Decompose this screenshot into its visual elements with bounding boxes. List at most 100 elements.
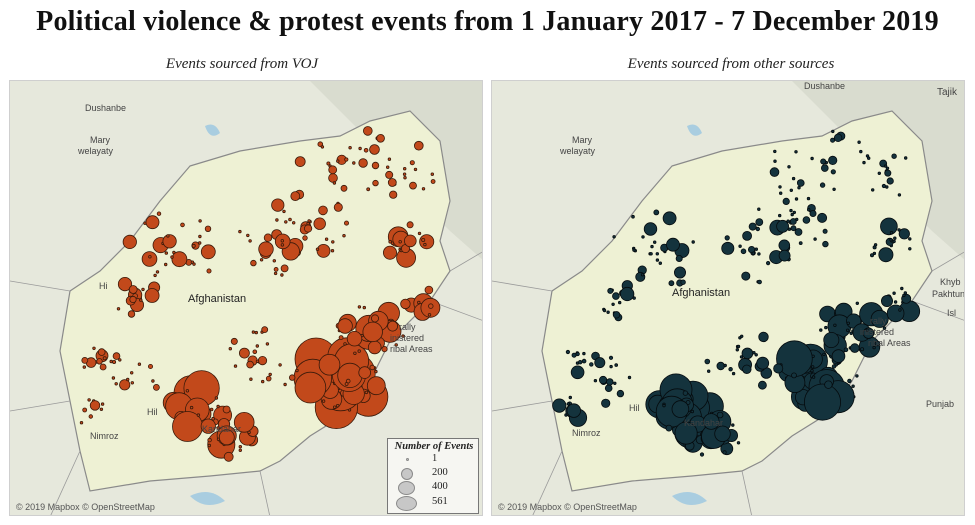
event-marker (886, 304, 905, 323)
event-marker (810, 156, 814, 161)
event-marker (170, 255, 174, 259)
event-marker (400, 298, 411, 310)
event-marker (430, 172, 434, 176)
event-marker (337, 362, 363, 388)
event-marker (789, 188, 793, 192)
event-marker (211, 416, 215, 421)
event-marker (900, 286, 904, 291)
event-marker (602, 308, 607, 313)
event-marker (406, 221, 414, 229)
right-map-canvas: Dushanbe Tajik Mary welayaty Afghanistan… (492, 81, 965, 515)
event-marker (862, 160, 866, 165)
event-marker (171, 251, 188, 268)
map-attribution[interactable]: © 2019 Mapbox © OpenStreetMap (16, 502, 155, 512)
event-marker (362, 321, 383, 343)
event-marker (776, 219, 790, 233)
event-marker (374, 369, 378, 374)
event-marker (778, 239, 791, 252)
event-marker (331, 240, 335, 244)
event-marker (427, 313, 432, 317)
event-marker (387, 157, 392, 161)
event-marker (847, 378, 852, 384)
event-marker (811, 375, 816, 379)
event-marker (358, 158, 368, 168)
event-marker (198, 219, 202, 223)
event-marker (849, 343, 860, 353)
event-marker (288, 217, 292, 222)
map-label-inistered: inistered (390, 333, 424, 343)
left-map[interactable]: Dushanbe Mary welayaty Afghanistan Nimro… (9, 80, 483, 516)
event-marker (238, 445, 242, 449)
event-marker (787, 227, 792, 231)
event-marker (259, 258, 264, 262)
event-marker (87, 398, 91, 402)
event-marker (352, 161, 356, 165)
map-label-isl: Isl (947, 308, 956, 318)
event-marker (643, 222, 658, 236)
event-marker (364, 390, 369, 395)
event-marker (778, 213, 782, 218)
event-marker (790, 212, 794, 217)
event-marker (803, 383, 841, 421)
event-marker (778, 185, 782, 189)
event-marker (902, 293, 906, 298)
event-marker (82, 365, 86, 369)
event-marker (428, 303, 434, 309)
event-marker (130, 381, 134, 385)
event-marker (302, 235, 308, 241)
map-label-pakhtun: Pakhtun (932, 289, 965, 299)
event-marker (129, 295, 137, 304)
event-marker (249, 377, 253, 381)
event-marker (326, 161, 331, 166)
legend-label: 400 (432, 481, 448, 492)
event-marker (754, 353, 758, 357)
event-marker (787, 165, 791, 169)
legend-row: 200 (388, 467, 480, 481)
event-marker (872, 345, 876, 350)
event-marker (156, 211, 162, 216)
event-marker (207, 443, 211, 448)
event-marker (92, 346, 96, 350)
event-marker (880, 217, 898, 236)
event-marker (614, 363, 618, 367)
map-label-khyb: Khyb (940, 277, 961, 287)
right-map[interactable]: Dushanbe Tajik Mary welayaty Afghanistan… (491, 80, 965, 516)
event-marker (769, 167, 780, 177)
event-marker (318, 205, 328, 216)
event-marker (728, 367, 733, 372)
event-marker (185, 389, 190, 393)
event-marker (89, 400, 101, 411)
event-marker (832, 187, 836, 191)
event-marker (704, 358, 711, 365)
event-marker (401, 334, 405, 338)
lake (205, 124, 220, 136)
map-label-inistered: inistered (860, 327, 894, 337)
event-marker (398, 240, 402, 244)
event-marker (589, 362, 594, 367)
event-marker (336, 404, 340, 408)
map-label-hil: Hil (147, 407, 158, 417)
event-marker (230, 337, 238, 345)
event-marker (789, 208, 793, 213)
map-label-hil: Hil (629, 403, 640, 413)
event-marker (88, 414, 93, 419)
event-marker (116, 307, 121, 311)
event-marker (849, 331, 853, 335)
event-marker (889, 230, 894, 235)
map-label-rally: rally (870, 316, 887, 326)
map-attribution[interactable]: © 2019 Mapbox © OpenStreetMap (498, 502, 637, 512)
event-marker (148, 255, 152, 259)
event-marker (127, 310, 136, 318)
event-marker (886, 177, 894, 185)
event-marker (779, 191, 783, 195)
event-marker (773, 149, 777, 154)
event-marker (612, 235, 616, 239)
event-marker (757, 207, 761, 211)
event-marker (180, 222, 185, 228)
event-marker (758, 331, 769, 343)
event-marker (303, 224, 313, 233)
event-marker (155, 270, 160, 274)
event-marker (736, 441, 741, 445)
event-marker (908, 237, 912, 241)
event-marker (111, 376, 116, 380)
